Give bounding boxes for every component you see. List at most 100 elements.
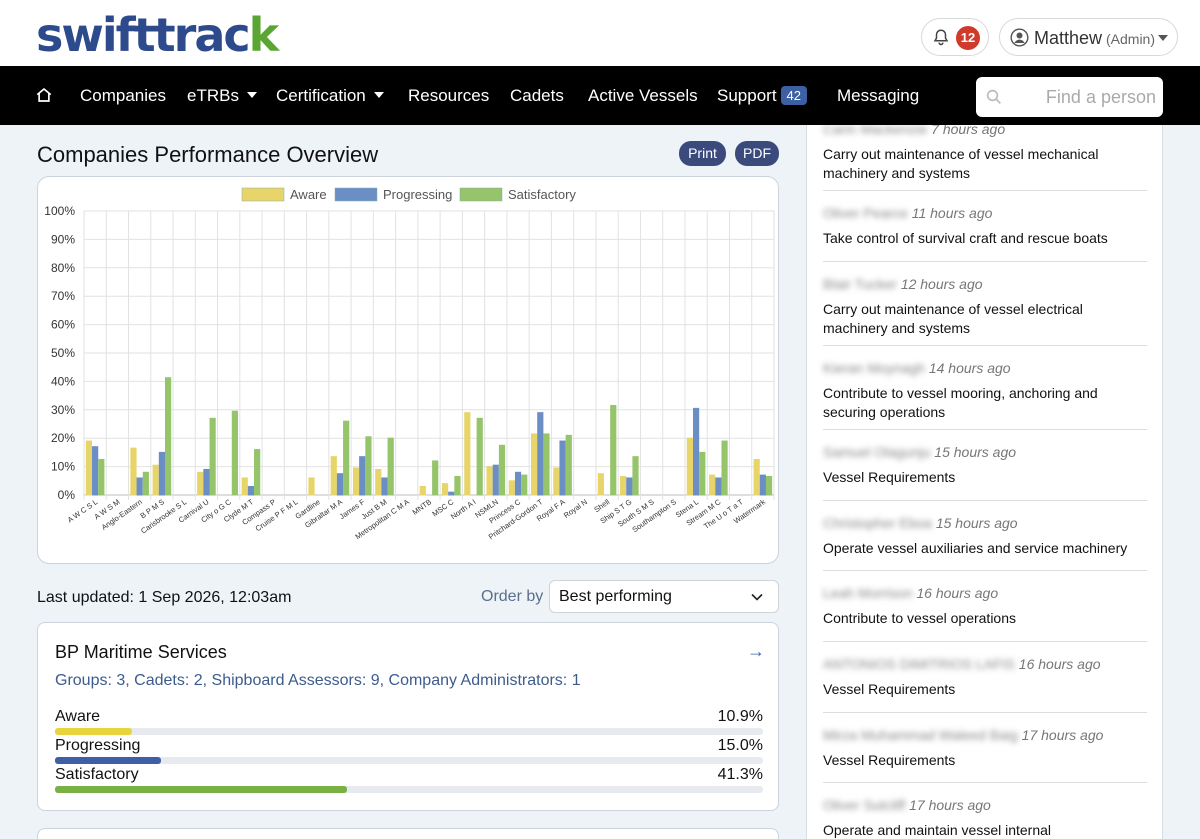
- y-tick-label: 90%: [51, 232, 75, 246]
- chart-bar: [387, 437, 394, 496]
- divider: [823, 190, 1147, 191]
- logo-text: swifttrac: [36, 8, 251, 62]
- activity-time: 12 hours ago: [900, 276, 983, 292]
- chart-bar: [486, 466, 493, 496]
- swifttrack-logo[interactable]: swifttrack: [36, 8, 280, 62]
- progress-track: [55, 728, 763, 735]
- chart-bar: [352, 467, 360, 496]
- activity-person-name[interactable]: Samuel Olagunju: [823, 444, 931, 460]
- chart-bar: [308, 477, 315, 496]
- legend-label: Progressing: [383, 187, 452, 202]
- chart-bar: [476, 417, 483, 496]
- y-tick-label: 0%: [58, 488, 76, 502]
- nav-support[interactable]: Support 42: [717, 86, 808, 106]
- nav-active-vessels[interactable]: Active Vessels: [588, 86, 698, 105]
- activity-meta: Oliver Sutcliff 17 hours ago: [823, 797, 1147, 813]
- nav-etrbs[interactable]: eTRBs: [187, 86, 257, 106]
- chart-bar: [721, 440, 728, 496]
- activity-time: 16 hours ago: [1018, 656, 1101, 672]
- user-menu-button[interactable]: Matthew (Admin): [999, 18, 1178, 56]
- pdf-button[interactable]: PDF: [735, 141, 779, 166]
- chart-bar: [543, 433, 550, 496]
- nav-certification[interactable]: Certification: [276, 86, 384, 106]
- activity-task: Operate vessel auxiliaries and service m…: [823, 540, 1128, 556]
- activity-time: 15 hours ago: [934, 444, 1017, 460]
- activity-person-name[interactable]: Christopher Eboa: [823, 515, 932, 531]
- activity-item[interactable]: Carin Mackenzie 7 hours ago Carry out mai…: [823, 125, 1147, 183]
- legend-label: Aware: [290, 187, 327, 202]
- search-input[interactable]: [1016, 83, 1156, 111]
- arrow-right-icon[interactable]: →: [747, 641, 765, 661]
- activity-person-name[interactable]: Kieran Moynagh: [823, 360, 925, 376]
- y-tick-label: 20%: [51, 431, 75, 445]
- chart-bar: [359, 456, 366, 496]
- metric-label: Aware: [55, 708, 101, 725]
- chart-bar: [343, 420, 350, 496]
- metric-value: 41.3%: [717, 766, 763, 783]
- chart-bar: [454, 476, 461, 496]
- y-tick-label: 50%: [51, 346, 75, 360]
- x-tick-label: North A I: [449, 497, 478, 521]
- chart-bar: [365, 436, 372, 496]
- y-tick-label: 70%: [51, 289, 75, 303]
- order-by-select[interactable]: Best performing: [549, 580, 779, 613]
- activity-item[interactable]: Kieran Moynagh 14 hours ago Contribute to…: [823, 360, 1147, 422]
- activity-task: Contribute to vessel mooring, anchoring …: [823, 385, 1098, 420]
- chart-bar: [553, 467, 560, 496]
- progress-fill: [55, 728, 133, 735]
- activity-task: Contribute to vessel operations: [823, 610, 1016, 626]
- chart-bar: [448, 491, 455, 496]
- activity-item[interactable]: Leah Morrison 16 hours ago Contribute to …: [823, 585, 1147, 628]
- activity-item[interactable]: Mirza Muhammad Waleed Baig 17 hours ago V…: [823, 727, 1147, 770]
- chart-bar: [530, 433, 538, 496]
- chart-bar: [130, 447, 137, 496]
- nav-cadets[interactable]: Cadets: [510, 86, 564, 105]
- nav-certification-label: Certification: [276, 86, 366, 105]
- support-count-badge: 42: [780, 86, 808, 106]
- activity-item[interactable]: Blair Tucker 12 hours ago Carry out maint…: [823, 276, 1147, 338]
- nav-companies[interactable]: Companies: [80, 86, 166, 105]
- activity-item[interactable]: ANTONIOS DIMITRIOS LAFIS 16 hours ago Ves…: [823, 656, 1147, 699]
- company-card[interactable]: BP Maritime Services → Groups: 3, Cadets…: [37, 622, 779, 811]
- activity-person-name[interactable]: Oliver Pearce: [823, 205, 908, 221]
- nav-resources[interactable]: Resources: [408, 86, 490, 105]
- print-button[interactable]: Print: [679, 141, 726, 166]
- activity-person-name[interactable]: Leah Morrison: [823, 585, 913, 601]
- chart-bar: [565, 434, 572, 496]
- x-tick-label: Royal N: [562, 497, 589, 520]
- activity-time: 17 hours ago: [909, 797, 991, 813]
- chart-bar: [765, 476, 773, 496]
- chart-bar: [197, 471, 204, 496]
- activity-person-name[interactable]: Blair Tucker: [823, 276, 897, 292]
- company-card[interactable]: [37, 828, 779, 839]
- chart-bar: [492, 464, 499, 496]
- person-search[interactable]: [976, 77, 1163, 117]
- nav-etrbs-label: eTRBs: [187, 86, 239, 105]
- activity-person-name[interactable]: Oliver Sutcliff: [823, 797, 906, 813]
- activity-item[interactable]: Samuel Olagunju 15 hours ago Vessel Requi…: [823, 444, 1147, 487]
- caret-down-icon: [246, 91, 257, 98]
- nav-messaging[interactable]: Messaging: [837, 86, 920, 105]
- order-by-label: Order by: [481, 588, 544, 605]
- activity-item[interactable]: Oliver Sutcliff 17 hours ago Operate and …: [823, 797, 1147, 839]
- performance-chart: 0% 10% 20% 30% 40% 50% 60% 70% 80% 90% 100% A W C S…: [37, 176, 779, 564]
- activity-person-name[interactable]: Mirza Muhammad Waleed Baig: [823, 727, 1018, 743]
- logo-accent: k: [248, 8, 280, 62]
- activity-meta: Kieran Moynagh 14 hours ago: [823, 360, 1147, 376]
- home-icon[interactable]: [35, 86, 53, 104]
- metric-satisfactory: Satisfactory 41.3%: [55, 766, 763, 794]
- chart-bar: [432, 460, 439, 496]
- divider: [823, 500, 1147, 501]
- metric-label: Satisfactory: [55, 766, 139, 783]
- notifications-count-badge: 12: [956, 26, 980, 50]
- activity-meta: Christopher Eboa 15 hours ago: [823, 515, 1147, 531]
- chart-bar: [441, 483, 449, 496]
- activity-person-name[interactable]: ANTONIOS DIMITRIOS LAFIS: [823, 656, 1015, 672]
- notifications-button[interactable]: 12: [921, 18, 989, 56]
- activity-time: 7 hours ago: [931, 125, 1006, 137]
- y-tick-label: 60%: [51, 318, 75, 332]
- chart-bar: [330, 456, 337, 496]
- activity-person-name[interactable]: Carin Mackenzie: [823, 125, 928, 137]
- activity-item[interactable]: Christopher Eboa 15 hours ago Operate ves…: [823, 515, 1147, 558]
- activity-item[interactable]: Oliver Pearce 11 hours ago Take control o…: [823, 205, 1147, 248]
